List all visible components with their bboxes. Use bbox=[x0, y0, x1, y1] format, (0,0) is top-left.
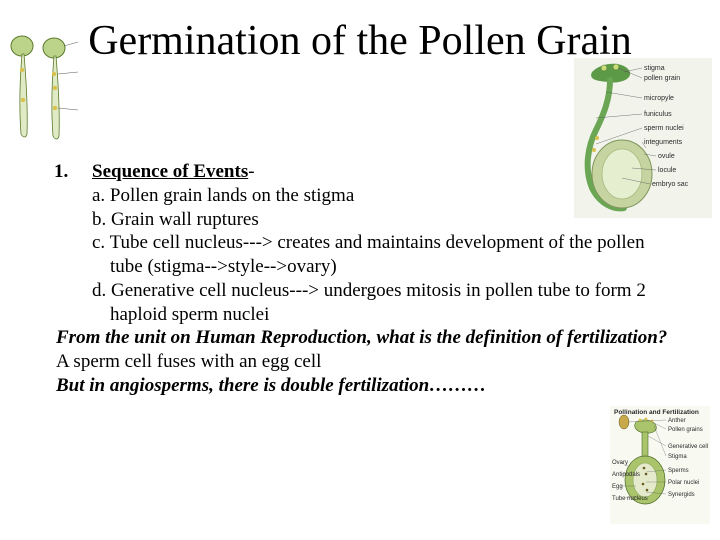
blabel-stigma: Stigma bbox=[668, 454, 687, 460]
sequence-heading: Sequence of Events bbox=[92, 161, 248, 182]
review-answer: A sperm cell fuses with an egg cell bbox=[56, 350, 676, 374]
page-title: Germination of the Pollen Grain bbox=[0, 0, 720, 64]
blabel-generative: Generative cell bbox=[668, 444, 708, 450]
event-c: c. Tube cell nucleus---> creates and mai… bbox=[110, 231, 676, 279]
label-embryo-sac: embryo sac bbox=[652, 181, 689, 188]
event-d: d. Generative cell nucleus---> undergoes… bbox=[110, 279, 676, 327]
blabel-polar: Polar nuclei bbox=[668, 480, 699, 486]
label-pollen-grain: pollen grain bbox=[644, 75, 680, 82]
label-integuments: integuments bbox=[644, 139, 683, 146]
label-funiculus: funiculus bbox=[644, 111, 672, 118]
heading-suffix: - bbox=[248, 161, 254, 182]
blabel-antipodals: Antipodals bbox=[612, 472, 640, 478]
closing-line: But in angiosperms, there is double fert… bbox=[56, 374, 676, 398]
list-number: 1. bbox=[54, 160, 68, 184]
label-micropyle: micropyle bbox=[644, 95, 674, 102]
label-ovule: ovule bbox=[658, 153, 675, 160]
blabel-tube: Tube nucleus bbox=[612, 496, 648, 502]
blabel-anther: Anther bbox=[668, 418, 686, 424]
blabel-synergids: Synergids bbox=[668, 492, 695, 498]
blabel-ovary: Ovary bbox=[612, 460, 628, 466]
blabel-sperms: Sperms bbox=[668, 468, 689, 474]
blabel-pollen-grains: Pollen grains bbox=[668, 427, 703, 433]
review-question: From the unit on Human Reproduction, wha… bbox=[92, 326, 676, 350]
label-sperm-nuclei: sperm nuclei bbox=[644, 125, 684, 132]
blabel-egg: Egg bbox=[612, 484, 623, 490]
ovule-diagram-icon: stigma pollen grain micropyle funiculus … bbox=[574, 58, 712, 218]
label-stigma: stigma bbox=[644, 65, 665, 72]
label-locule: locule bbox=[658, 167, 676, 174]
bottom-diagram-title: Pollination and Fertilization bbox=[614, 409, 699, 416]
pollen-diagram-icon bbox=[6, 30, 86, 148]
pollination-diagram-icon: Pollination and Fertilization Anther Pol… bbox=[610, 406, 710, 524]
